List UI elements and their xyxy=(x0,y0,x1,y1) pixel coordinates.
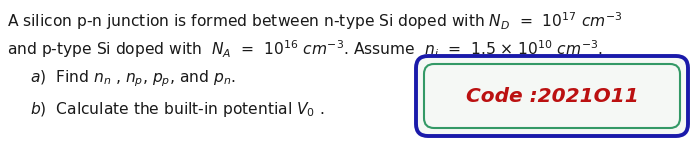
Text: $b)$  Calculate the built-in potential $V_0$ .: $b)$ Calculate the built-in potential $V… xyxy=(30,100,325,119)
FancyBboxPatch shape xyxy=(424,64,680,128)
Text: A silicon p-n junction is formed between n-type Si doped with $N_D$  =  $10^{17}: A silicon p-n junction is formed between… xyxy=(7,10,623,32)
Text: Code :2021O11: Code :2021O11 xyxy=(466,87,639,105)
Text: $a)$  Find $n_n$ , $n_p$, $p_p$, and $p_n$.: $a)$ Find $n_n$ , $n_p$, $p_p$, and $p_n… xyxy=(30,68,236,89)
FancyBboxPatch shape xyxy=(416,56,688,136)
Text: and p-type Si doped with  $N_A$  =  $10^{16}$ $cm^{-3}$. Assume  $n_i$  =  1.5 ×: and p-type Si doped with $N_A$ = $10^{16… xyxy=(7,38,603,60)
